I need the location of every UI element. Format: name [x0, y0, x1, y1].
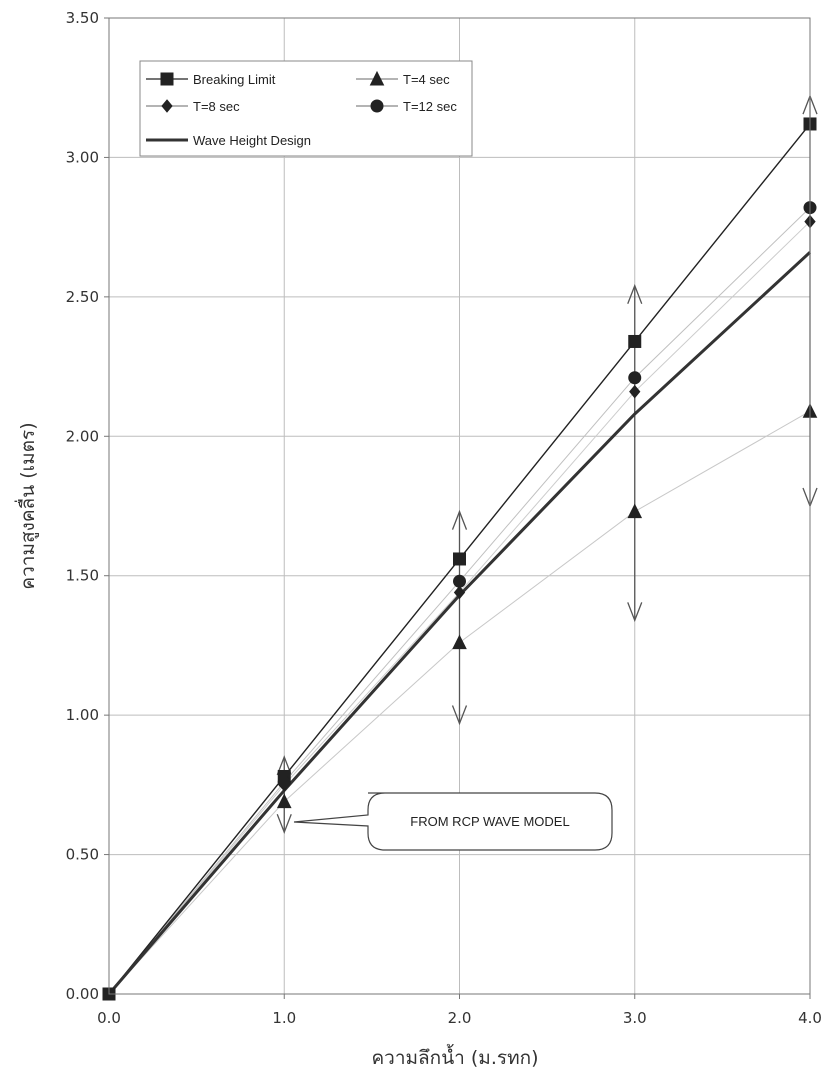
y-tick-label: 1.50 — [66, 567, 99, 585]
range-arrow-head-down — [276, 814, 292, 835]
y-tick-label: 0.50 — [66, 846, 99, 864]
x-tick-label: 2.0 — [448, 1009, 472, 1027]
callout-bubble — [293, 792, 613, 851]
grid — [104, 17, 811, 999]
x-tick-labels: 0.0 1.0 2.0 3.0 4.0 — [97, 1009, 822, 1027]
y-axis-title: ความสูงคลื่น (เมตร) — [14, 422, 39, 589]
plot-area-border — [108, 17, 811, 995]
legend-item: T=8 sec — [146, 99, 240, 114]
data-point-series-1 — [627, 503, 643, 519]
range-arrow-head-down — [627, 602, 643, 623]
y-tick-label: 3.00 — [66, 148, 99, 166]
data-point-series-1 — [452, 634, 467, 650]
legend-item: Wave Height Design — [146, 133, 311, 148]
y-tick-label: 0.00 — [66, 985, 99, 1003]
range-arrow-head-up — [627, 283, 643, 304]
annotation-text: FROM RCP WAVE MODEL — [410, 814, 569, 829]
data-point-series-0 — [453, 552, 466, 566]
x-tick-label: 3.0 — [623, 1009, 647, 1027]
data-point-series-3 — [277, 775, 291, 789]
legend-label: T=12 sec — [403, 99, 457, 114]
range-arrows — [276, 94, 818, 835]
y-tick-label: 3.50 — [66, 9, 99, 27]
data-point-series-2 — [453, 585, 466, 600]
legend: Breaking Limit T=4 sec T=8 sec T=12 sec Wave… — [139, 60, 473, 157]
legend-swatch-marker — [370, 99, 384, 113]
data-point-series-3 — [453, 574, 466, 588]
data-point-series-3 — [628, 371, 642, 385]
data-point-series-2 — [629, 384, 641, 399]
legend-label: Breaking Limit — [193, 72, 276, 87]
legend-box — [139, 60, 473, 157]
x-tick-label: 1.0 — [272, 1009, 296, 1027]
x-axis-title: ความลึกน้ำ (ม.รทก) — [371, 1044, 538, 1069]
x-tick-label: 4.0 — [798, 1009, 822, 1027]
annotation-callout: FROM RCP WAVE MODEL — [293, 792, 613, 851]
series-markers — [102, 117, 818, 1001]
y-tick-labels: 0.00 0.50 1.00 1.50 2.00 2.50 3.00 3.50 — [66, 9, 99, 1003]
legend-label: T=4 sec — [403, 72, 450, 87]
legend-label: Wave Height Design — [193, 133, 311, 148]
legend-item: Breaking Limit — [146, 72, 276, 87]
x-tick-label: 0.0 — [97, 1009, 121, 1027]
data-point-series-1 — [276, 793, 292, 809]
legend-swatch-marker — [369, 70, 385, 86]
data-point-series-0 — [628, 334, 642, 348]
y-tick-label: 2.00 — [66, 427, 99, 445]
range-arrow-head-up — [276, 755, 292, 776]
y-tick-label: 1.00 — [66, 706, 99, 724]
range-arrow-head-down — [451, 705, 468, 726]
legend-item: T=12 sec — [356, 99, 457, 114]
y-tick-label: 2.50 — [66, 288, 99, 306]
legend-item: T=4 sec — [356, 70, 450, 87]
legend-swatch-marker — [161, 99, 173, 113]
legend-swatch-marker — [160, 72, 174, 86]
legend-label: T=8 sec — [193, 99, 240, 114]
range-arrow-head-up — [451, 509, 468, 530]
